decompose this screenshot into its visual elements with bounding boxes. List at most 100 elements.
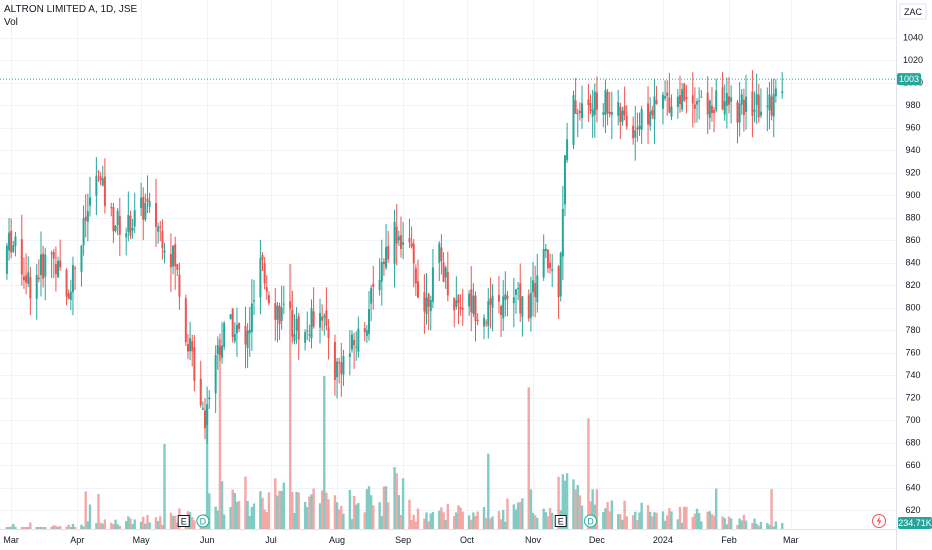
volume-bar	[470, 519, 473, 529]
candle-body	[549, 262, 552, 269]
candle-body	[502, 296, 505, 319]
volume-bar	[9, 526, 13, 529]
candle-body	[414, 268, 417, 284]
candle-body	[393, 221, 396, 264]
candle-body	[169, 254, 172, 268]
volume-bar	[512, 504, 516, 529]
candle-body	[559, 252, 562, 297]
candle-body	[417, 281, 419, 298]
volume-bar	[56, 527, 60, 529]
volume-bar	[116, 524, 119, 529]
currency-text: ZAC	[904, 7, 923, 17]
volume-bar	[5, 526, 9, 529]
candle-body	[199, 378, 202, 406]
volume-bar	[216, 510, 219, 529]
volume-bar	[755, 523, 758, 529]
y-tick-label: 880	[905, 213, 920, 223]
volume-bar	[438, 510, 441, 529]
price-axis[interactable]: 620 640 660 680 700 720 740 760 780 800 820 840 860 8…	[903, 33, 923, 516]
volume-bar	[766, 522, 769, 529]
candle-body	[470, 289, 473, 313]
candle-body	[357, 328, 360, 352]
y-tick-label: 620	[905, 505, 920, 515]
candle-body	[208, 397, 211, 400]
volume-bar	[753, 518, 756, 529]
candle-body	[634, 130, 637, 138]
candle-body	[355, 346, 358, 348]
volume-bar	[58, 525, 62, 529]
candle-body	[293, 333, 296, 342]
volume-bar	[237, 501, 241, 529]
volume-bar	[67, 524, 70, 529]
candle-body	[691, 95, 694, 104]
volume-bar	[529, 489, 533, 529]
volume-bar	[425, 512, 428, 529]
volume-bar	[625, 516, 628, 529]
candle-body	[527, 294, 530, 319]
volume-bar	[148, 522, 151, 529]
candle-body	[727, 96, 730, 105]
candle-body	[44, 254, 47, 277]
volume-bar	[372, 505, 375, 529]
volume-bar	[129, 518, 132, 529]
volume-bar	[35, 527, 38, 529]
symbol-title[interactable]: ALTRON LIMITED A, 1D, JSE	[4, 4, 138, 15]
time-axis[interactable]: Mar Apr May Jun Jul Aug Sep Oct Nov Dec 2024 Feb Mar	[3, 535, 798, 545]
candle-body	[50, 252, 53, 254]
volume-bar	[295, 491, 298, 529]
candle-body	[37, 277, 40, 280]
earnings-marker[interactable]: E	[554, 515, 567, 527]
candle-body	[740, 94, 743, 105]
flash-icon[interactable]	[872, 514, 886, 528]
svg-text:E: E	[558, 517, 564, 527]
volume-bar	[231, 489, 234, 529]
volume-bar	[289, 263, 292, 529]
candle-body	[125, 233, 128, 238]
candle-body	[189, 338, 192, 352]
candle-body	[459, 306, 462, 310]
volume-bar	[139, 521, 143, 529]
candle-body	[431, 267, 434, 302]
candle-body	[342, 356, 345, 375]
volume-bar	[759, 521, 763, 529]
candle-body	[489, 298, 492, 305]
volume-bar	[740, 520, 743, 529]
volume-bar	[472, 512, 475, 529]
volume-bar	[440, 507, 443, 529]
candle-body	[129, 215, 132, 236]
candle-body	[500, 306, 503, 316]
volume-bar	[133, 519, 136, 529]
volume-bar	[222, 514, 226, 529]
volume-bar	[706, 511, 709, 529]
volume-bar	[770, 488, 773, 529]
candle-body	[595, 92, 598, 110]
volume-bar	[163, 444, 166, 529]
candle-body	[10, 230, 13, 253]
candle-body	[65, 269, 68, 297]
volume-bar	[393, 467, 396, 529]
volume-bar	[595, 489, 599, 529]
volume-bar	[499, 519, 503, 529]
currency-label[interactable]: ZAC	[899, 3, 927, 20]
candle-body	[214, 355, 217, 394]
candle-body	[546, 249, 549, 269]
candle-body	[696, 101, 699, 105]
volume-bar	[306, 507, 309, 529]
volume-bar	[429, 513, 432, 529]
volume-bar	[414, 521, 418, 529]
dividend-marker[interactable]: D	[584, 514, 598, 528]
candle-body	[144, 203, 147, 220]
volume-bar	[169, 512, 173, 529]
volume-bar	[161, 524, 164, 529]
volume-bar	[431, 511, 435, 529]
volume-bar	[653, 512, 656, 529]
candle-body	[610, 111, 613, 115]
earnings-marker[interactable]: E	[177, 515, 190, 527]
candle-body	[172, 245, 175, 267]
candle-body	[84, 216, 87, 221]
volume-indicator-label[interactable]: Vol	[4, 17, 18, 28]
volume-bar	[41, 527, 45, 529]
dividend-marker[interactable]: D	[196, 514, 210, 528]
volume-bar	[736, 524, 739, 529]
